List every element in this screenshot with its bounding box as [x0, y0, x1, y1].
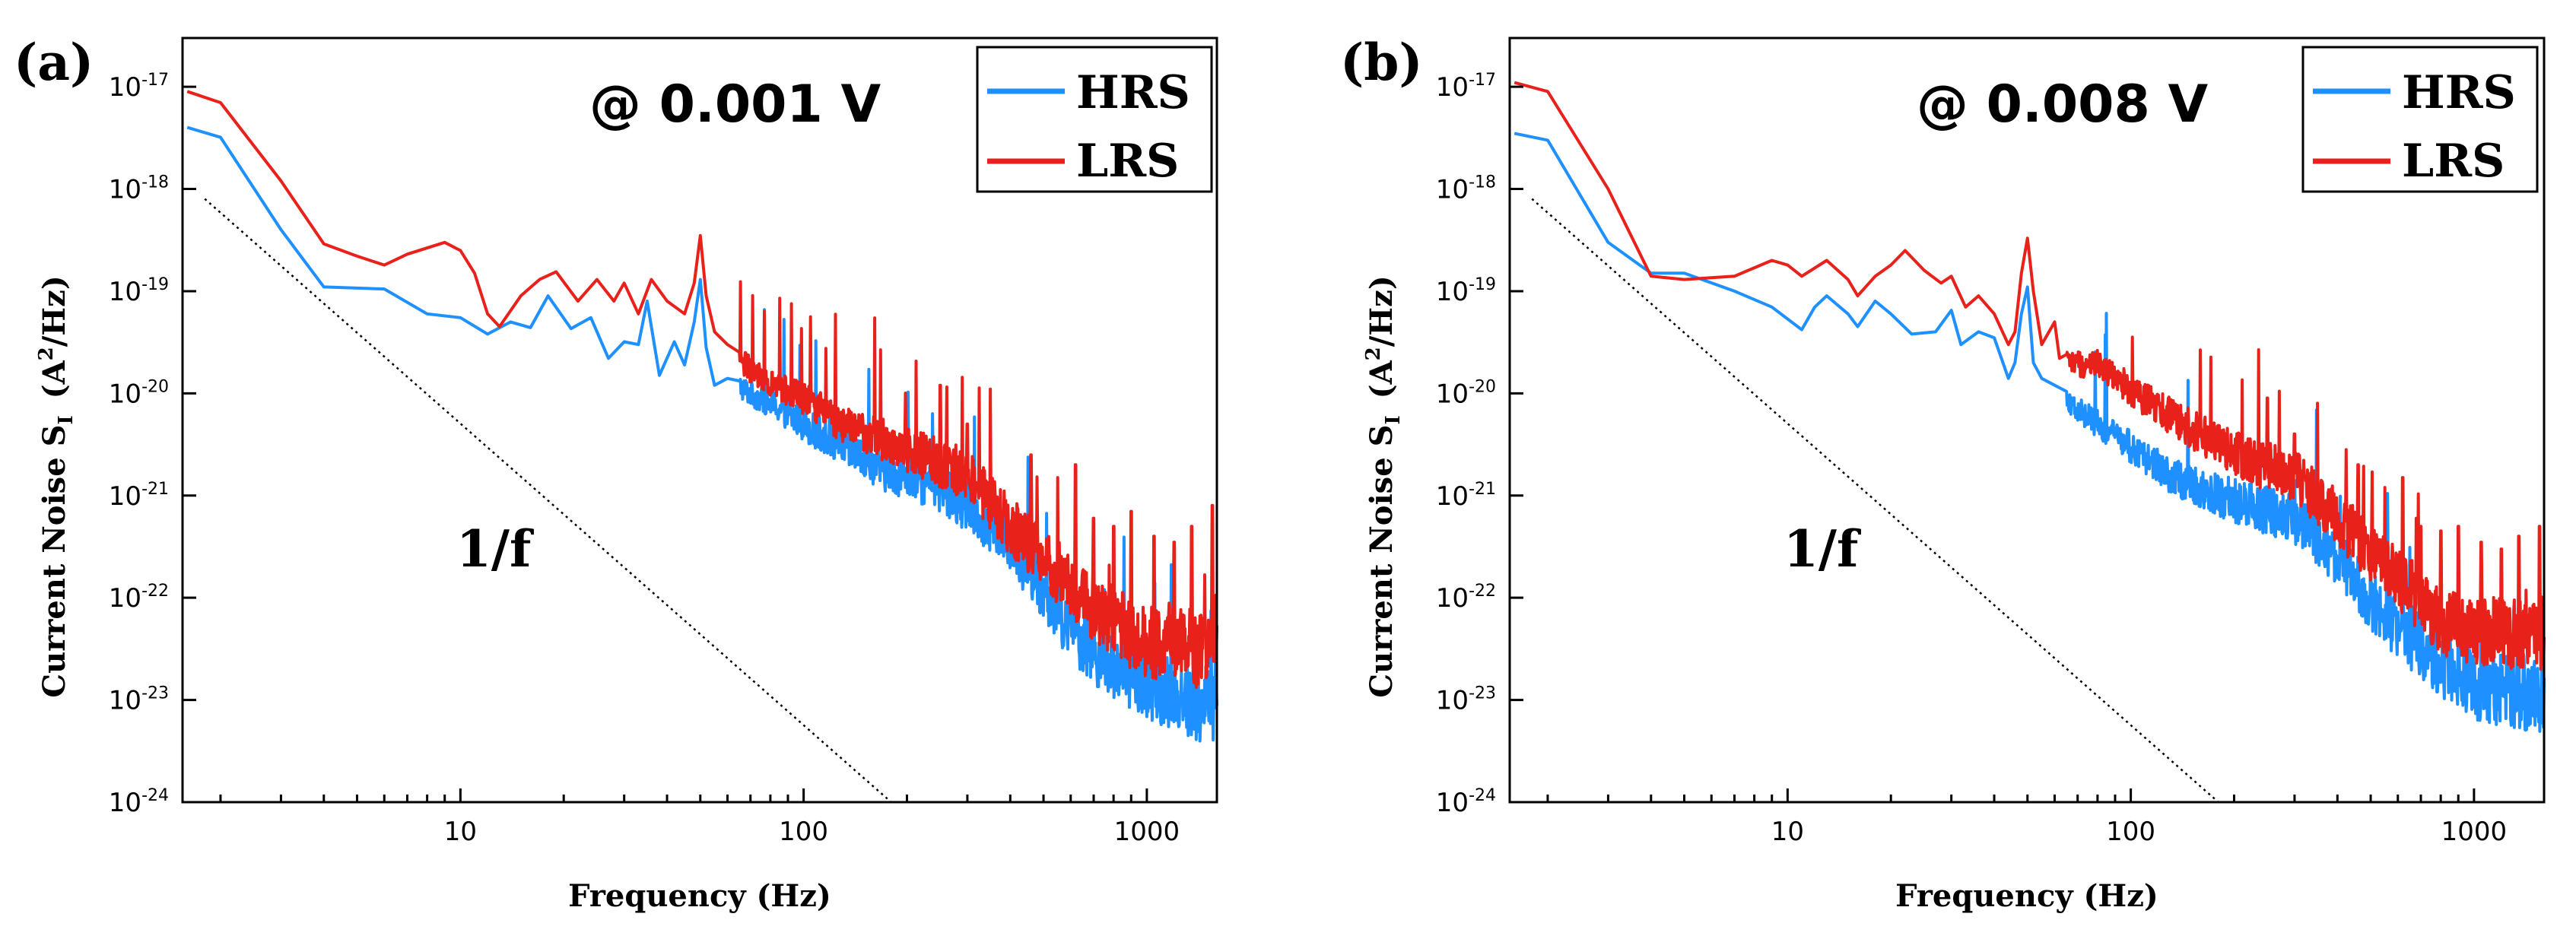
legend: HRS LRS [2301, 46, 2539, 193]
y-tick-label: 10-23 [1436, 684, 1496, 716]
reference-line-1-over-f [1531, 198, 2219, 803]
chart-panel-b: (b) 10 100 100010-2410-2310-2210-2110-2010… [1340, 33, 2546, 914]
x-tick-label: 10 [444, 817, 477, 847]
y-tick-label: 10-22 [109, 582, 169, 614]
y-axis-title-text: Current Noise SI(A2/Hz) [35, 275, 78, 698]
legend: HRS LRS [976, 46, 1213, 193]
x-axis-title: Frequency (Hz) [568, 878, 831, 914]
chart-panel-a: (a) 10 100 100010-2410-2310-2210-2110-2010… [14, 33, 1218, 914]
x-tick-label: 10 [1771, 817, 1804, 847]
y-tick-label: 10-21 [1436, 480, 1496, 512]
y-tick-label: 10-18 [109, 173, 169, 205]
one-over-f-label: 1/f [456, 519, 534, 579]
y-tick-label: 10-21 [109, 480, 169, 512]
series-line-hrs [1514, 132, 2546, 733]
y-axis-title-text: Current Noise SI(A2/Hz) [1362, 275, 1405, 698]
legend-label-hrs: HRS [2402, 66, 2516, 119]
legend-label-lrs: LRS [2402, 135, 2505, 188]
plot-area: 10 100 1000 10-24 10-23 10-22 10-21 10-20 10-19 1… [109, 36, 1218, 847]
legend-label-lrs: LRS [1076, 135, 1179, 188]
y-tick-label: 10-24 [1436, 786, 1496, 818]
series-line-hrs [186, 125, 1218, 743]
reference-line-1-over-f [204, 198, 892, 803]
y-tick-label: 10-20 [1436, 377, 1496, 409]
y-tick-label: 10-24 [109, 786, 169, 818]
voltage-label: @ 0.001 V [589, 75, 881, 135]
x-tick-label: 1000 [2441, 817, 2508, 847]
x-axis-title: Frequency (Hz) [1895, 878, 2158, 914]
y-axis-title: Current Noise SI(A2/Hz) [35, 275, 78, 698]
y-tick-label: 10-17 [109, 71, 169, 103]
x-tick-label: 100 [779, 817, 828, 847]
series-line-lrs [186, 90, 1218, 690]
legend-label-hrs: HRS [1076, 66, 1190, 119]
y-axis-title: Current Noise SI(A2/Hz) [1362, 275, 1405, 698]
legend-box [976, 46, 1213, 193]
legend-box [2301, 46, 2539, 193]
y-tick-label: 10-19 [1436, 275, 1496, 307]
x-tick-label: 1000 [1114, 817, 1180, 847]
panel-label: (b) [1340, 33, 1423, 92]
y-tick-label: 10-20 [109, 377, 169, 409]
voltage-label: @ 0.008 V [1917, 75, 2208, 135]
plot-area: 10 100 1000 10-24 10-23 10-22 10-21 10-20 10-19 1… [1436, 36, 2546, 847]
y-tick-label: 10-22 [1436, 582, 1496, 614]
panel-label: (a) [14, 33, 94, 92]
x-tick-label: 100 [2106, 817, 2155, 847]
y-tick-label: 10-17 [1436, 71, 1496, 103]
y-tick-label: 10-23 [109, 684, 169, 716]
y-tick-label: 10-18 [1436, 173, 1496, 205]
y-tick-label: 10-19 [109, 275, 169, 307]
series-line-lrs [1514, 81, 2546, 671]
one-over-f-label: 1/f [1784, 519, 1861, 579]
